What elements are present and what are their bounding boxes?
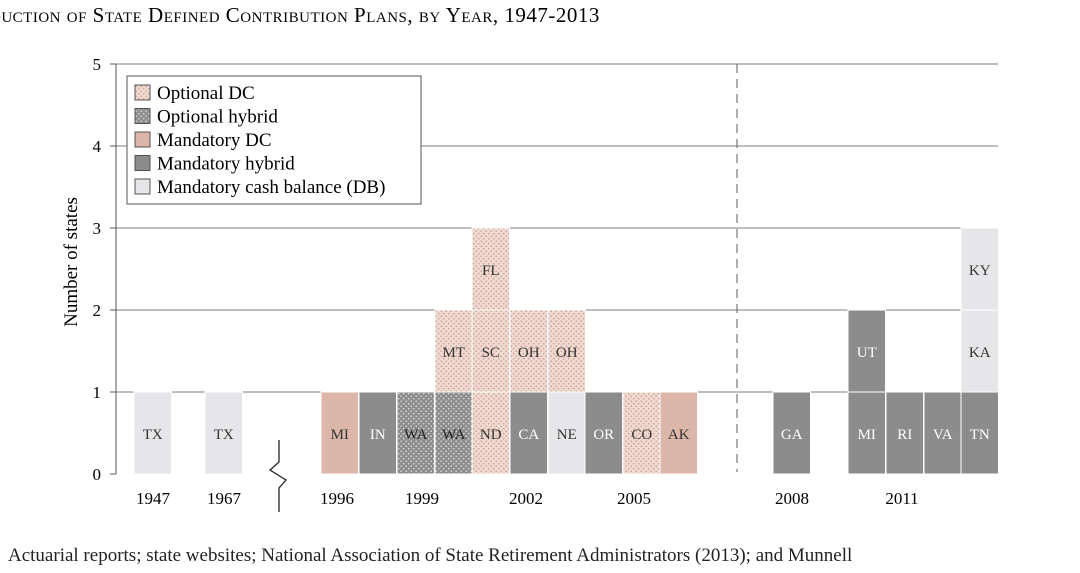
bar-label: TX [143, 427, 163, 443]
y-tick-label: 5 [93, 55, 102, 74]
x-year-label: 2005 [617, 489, 651, 508]
bar-label: RI [897, 427, 912, 443]
bar-label: KY [969, 263, 991, 279]
legend-swatch [134, 131, 151, 148]
x-year-label: 2011 [885, 489, 918, 508]
bar-label: IN [370, 427, 386, 443]
legend-label: Optional DC [157, 83, 255, 104]
bar-label: TX [214, 427, 234, 443]
bar-segment-wa [434, 391, 473, 475]
x-year-label: 1967 [207, 489, 242, 508]
bar-label: SC [482, 345, 500, 361]
legend-label: Optional hybrid [157, 107, 278, 128]
bar-label: KA [969, 345, 991, 361]
y-tick-label: 0 [93, 465, 102, 484]
bar-label: WA [442, 427, 465, 443]
x-year-label: 2002 [509, 489, 543, 508]
y-axis-label: Number of states [61, 197, 82, 327]
bar-segment-ga [772, 391, 811, 475]
bar-segment-ka [960, 309, 999, 393]
bar-segment-ut [847, 309, 886, 393]
legend-label: Mandatory hybrid [157, 154, 295, 175]
bar-segment-oh [547, 309, 586, 393]
bar-label: WA [404, 427, 427, 443]
y-tick-labels: 0 1 2 3 4 5 [93, 55, 116, 484]
bar-label: OH [518, 345, 540, 361]
bar-label: OH [556, 345, 578, 361]
bar-label: NE [557, 427, 577, 443]
bar-label: GA [781, 427, 803, 443]
legend-swatch [134, 84, 151, 101]
bar-segment-oh [509, 309, 548, 393]
y-tick-label: 1 [93, 383, 102, 402]
bar-segment-wa [396, 391, 435, 475]
bar-label: ND [480, 427, 502, 443]
bar-segment-mi [320, 391, 359, 475]
bar-segment-ne [547, 391, 586, 475]
axis-break-zigzag [268, 440, 287, 512]
legend-swatch [134, 108, 151, 124]
legend-label: Mandatory cash balance (DB) [157, 177, 385, 198]
chart-title: duction of State Defined Contribution Pl… [0, 3, 600, 27]
bar-label: OR [593, 427, 614, 443]
bar-label: MT [443, 345, 466, 361]
bar-label: CA [518, 427, 539, 443]
bar-label: MI [331, 427, 349, 443]
y-tick-label: 3 [93, 219, 102, 238]
bar-label: FL [482, 263, 500, 279]
bar-segment-tx [133, 391, 172, 475]
y-tick-label: 2 [93, 301, 102, 320]
legend-box [126, 75, 422, 205]
bar-label: UT [857, 345, 877, 361]
axis-break-mark [268, 440, 287, 512]
source-note: Actuarial reports; state websites; Natio… [8, 545, 853, 566]
bar-segment-fl [471, 227, 510, 311]
bar-segment-ca [509, 391, 548, 475]
bars: TX TX MI IN WA WA MT ND SC FL CA OH NE OH OR CO AK GA MI UT… [133, 227, 999, 475]
bar-segment-tx [204, 391, 243, 475]
legend-label: Mandatory DC [157, 130, 272, 151]
legend-swatch [134, 178, 151, 195]
x-year-label: 2008 [775, 489, 809, 508]
bar-segment-mt [434, 309, 473, 393]
x-year-label: 1996 [320, 489, 354, 508]
bar-segment-ri [885, 391, 924, 475]
y-tick-label: 4 [93, 137, 102, 156]
x-year-label: 1999 [405, 489, 439, 508]
bar-label: AK [668, 427, 690, 443]
bar-segment-or [584, 391, 623, 475]
legend-swatch [134, 155, 151, 171]
bar-label: MI [858, 427, 876, 443]
bar-segment-in [358, 391, 397, 475]
bar-segment-tn [960, 391, 999, 475]
bar-label: TN [970, 427, 990, 443]
bar-segment-ky [960, 227, 999, 311]
x-year-label: 1947 [136, 489, 171, 508]
bar-label: VA [933, 427, 953, 443]
x-year-labels: 1947 1967 1996 1999 2002 2005 2008 2011 [136, 489, 919, 508]
bar-label: CO [631, 427, 652, 443]
bar-segment-ak [659, 391, 698, 475]
bar-segment-va [923, 391, 962, 475]
bar-segment-co [622, 391, 661, 475]
